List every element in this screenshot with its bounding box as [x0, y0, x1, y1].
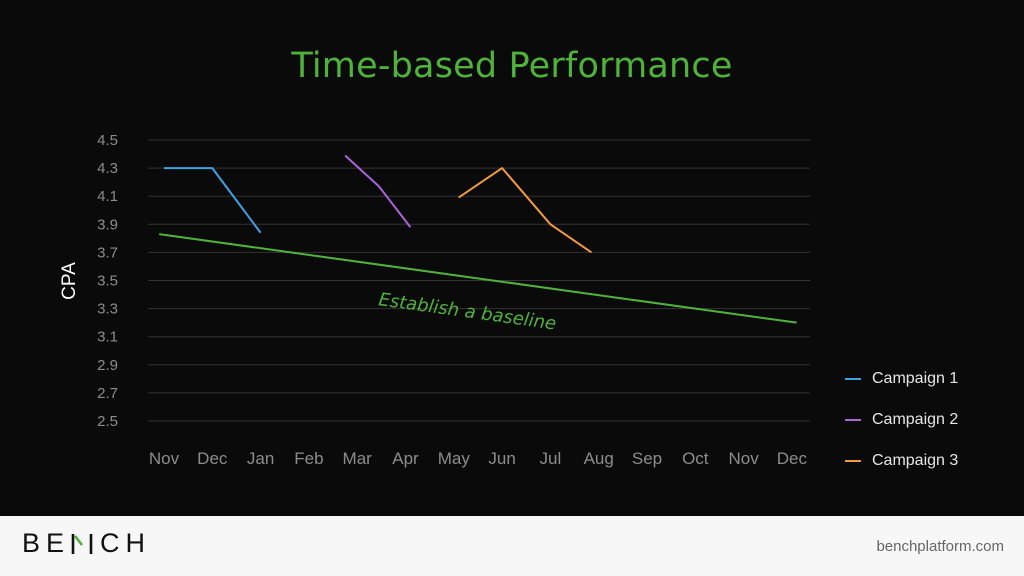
x-tick-label: Apr	[392, 449, 419, 468]
y-tick-label: 4.1	[97, 188, 118, 205]
y-tick-label: 4.3	[97, 160, 118, 177]
chart-title: Time-based Performance	[291, 46, 733, 86]
x-tick-label: Mar	[343, 449, 373, 468]
x-tick-label: Jul	[540, 449, 562, 468]
baseline-trend-line	[159, 233, 797, 324]
y-tick-label: 3.9	[97, 216, 118, 233]
legend-swatch	[845, 459, 861, 462]
bench-logo: BE CH	[22, 528, 151, 559]
x-tick-label: May	[438, 449, 471, 468]
x-tick-label: Nov	[149, 449, 180, 468]
legend-item: Campaign 1	[845, 358, 958, 399]
logo-text-start: BE	[22, 528, 71, 558]
x-tick-label: Jan	[247, 449, 274, 468]
chart-legend: Campaign 1 Campaign 2 Campaign 3	[845, 358, 958, 481]
baseline-annotation: Establish a baseline	[377, 289, 557, 334]
legend-label: Campaign 2	[872, 410, 959, 428]
x-tick-label: Oct	[682, 449, 709, 468]
campaign-1-line	[164, 167, 262, 234]
x-tick-label: Jun	[488, 449, 515, 468]
legend-swatch	[845, 377, 861, 380]
y-tick-label: 3.7	[97, 244, 118, 261]
legend-label: Campaign 3	[872, 451, 959, 469]
legend-label: Campaign 1	[872, 369, 959, 387]
footer: BE CH benchplatform.com	[0, 516, 1024, 576]
x-tick-label: Aug	[584, 449, 614, 468]
y-tick-label: 2.9	[97, 357, 118, 374]
y-tick-label: 2.5	[97, 413, 118, 430]
line-chart: 4.5 4.3 4.1 3.9 3.7 3.5 3.3 3.1 2.9 2.7 2.5 Nov Dec J…	[59, 132, 810, 468]
y-axis-label: CPA	[59, 262, 80, 300]
campaign-3-line	[458, 167, 593, 254]
y-tick-label: 4.5	[97, 132, 118, 149]
website-link[interactable]: benchplatform.com	[876, 538, 1004, 555]
campaign-2-line	[344, 154, 412, 228]
x-tick-label: Sep	[632, 449, 662, 468]
x-tick-label: Feb	[294, 449, 323, 468]
legend-item: Campaign 3	[845, 440, 958, 481]
y-tick-label: 3.3	[97, 301, 118, 318]
y-tick-label: 2.7	[97, 385, 118, 402]
x-tick-label: Dec	[777, 449, 808, 468]
legend-swatch	[845, 418, 861, 421]
x-tick-label: Nov	[728, 449, 759, 468]
y-tick-label: 3.1	[97, 329, 118, 346]
logo-text-end: CH	[100, 528, 152, 558]
legend-item: Campaign 2	[845, 399, 958, 440]
logo-n-mark-icon	[71, 532, 93, 556]
x-tick-label: Dec	[197, 449, 228, 468]
y-tick-label: 3.5	[97, 273, 118, 290]
slide: Time-based Performance 4.5 4.3 4.1 3.9 3.7 3.…	[59, 46, 959, 481]
